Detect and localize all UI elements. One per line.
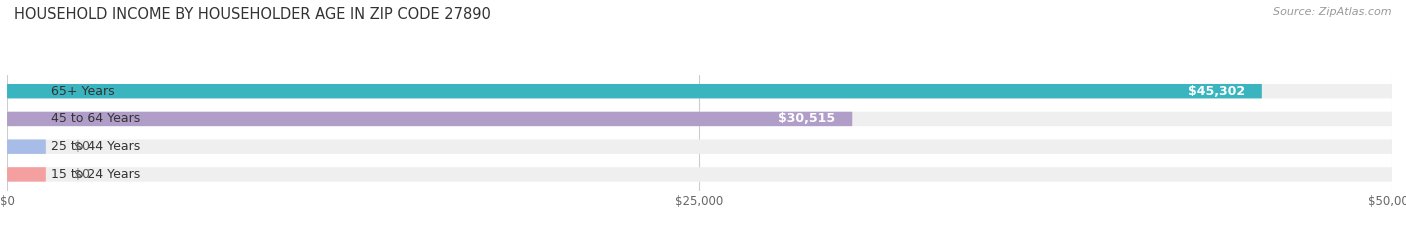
FancyBboxPatch shape — [7, 140, 46, 154]
Text: 15 to 24 Years: 15 to 24 Years — [52, 168, 141, 181]
FancyBboxPatch shape — [7, 84, 1392, 98]
FancyBboxPatch shape — [7, 84, 1261, 98]
Text: 25 to 44 Years: 25 to 44 Years — [52, 140, 141, 153]
Text: 65+ Years: 65+ Years — [52, 85, 115, 98]
Text: Source: ZipAtlas.com: Source: ZipAtlas.com — [1274, 7, 1392, 17]
Text: $0: $0 — [73, 168, 90, 181]
FancyBboxPatch shape — [7, 140, 1392, 154]
Text: HOUSEHOLD INCOME BY HOUSEHOLDER AGE IN ZIP CODE 27890: HOUSEHOLD INCOME BY HOUSEHOLDER AGE IN Z… — [14, 7, 491, 22]
FancyBboxPatch shape — [7, 167, 46, 182]
FancyBboxPatch shape — [7, 112, 852, 126]
FancyBboxPatch shape — [7, 112, 1392, 126]
Text: $30,515: $30,515 — [779, 113, 835, 125]
FancyBboxPatch shape — [7, 167, 1392, 182]
Text: $45,302: $45,302 — [1188, 85, 1246, 98]
Text: $0: $0 — [73, 140, 90, 153]
Text: 45 to 64 Years: 45 to 64 Years — [52, 113, 141, 125]
